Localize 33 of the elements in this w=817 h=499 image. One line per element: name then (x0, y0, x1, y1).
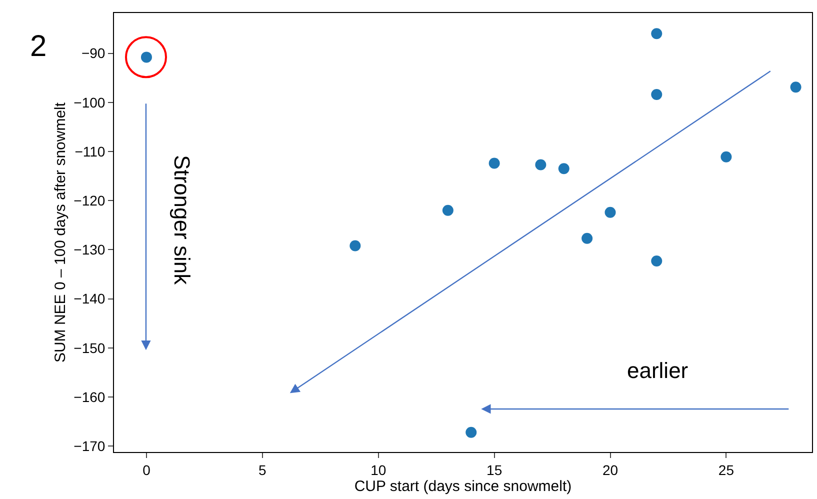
x-tick-label: 15 (486, 462, 502, 478)
x-tick-label: 10 (370, 462, 386, 478)
point (720, 151, 732, 162)
point (651, 28, 662, 40)
text: 2 (30, 30, 47, 63)
point (558, 163, 570, 174)
y-tick-label: −140 (74, 290, 106, 307)
point (350, 240, 361, 252)
y-tick-label: −150 (74, 340, 106, 356)
y-tick-label: −120 (74, 192, 106, 208)
x-tick-label: 5 (258, 462, 267, 478)
point (535, 159, 546, 170)
x-tick-label: 20 (602, 462, 618, 478)
x-tick-label: 25 (718, 462, 734, 478)
y-tick-label: −160 (74, 388, 106, 405)
y-axis-title: SUM NEE 0 – 100 days after snowmelt (52, 102, 69, 363)
y-tick-label: −90 (81, 45, 106, 62)
y-tick-label: −110 (74, 143, 106, 160)
point (651, 255, 662, 266)
y-tick-label: −170 (74, 438, 106, 454)
y-tick-label: −130 (74, 242, 106, 258)
point (790, 82, 802, 93)
point (651, 89, 662, 100)
annotation: Stronger sink (169, 154, 194, 286)
y-tick-label: −100 (74, 94, 106, 110)
point (488, 158, 500, 169)
point (442, 204, 454, 216)
x-axis-title: CUP start (days since snowmelt) (354, 478, 572, 495)
point (582, 232, 593, 244)
point (466, 426, 477, 438)
point (604, 206, 616, 218)
x-tick-label: 0 (142, 462, 151, 478)
annotation: earlier (627, 358, 688, 383)
